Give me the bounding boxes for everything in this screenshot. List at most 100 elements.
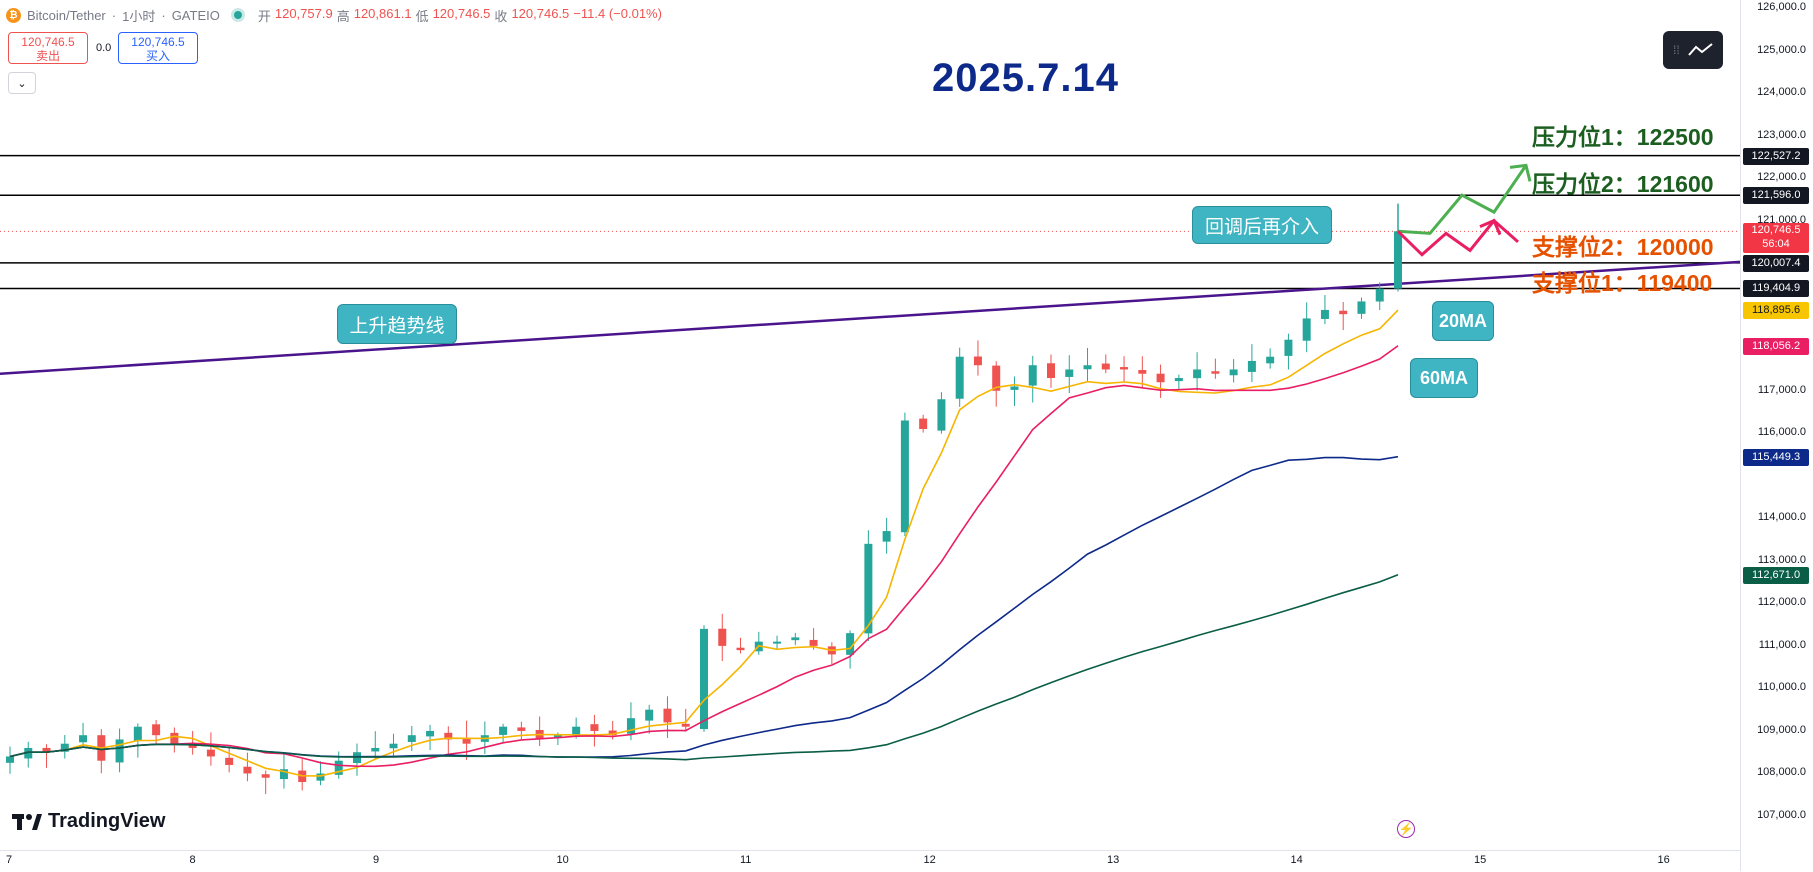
price-tick: 111,000.0 <box>1758 638 1806 651</box>
time-tick: 7 <box>6 854 13 866</box>
price-tick: 126,000.0 <box>1757 1 1806 13</box>
resistance-1-label: 压力位1：122500 <box>1532 124 1714 150</box>
price-tick: 108,000.0 <box>1757 766 1806 779</box>
price-label-value: 112,671.0 <box>1751 568 1801 581</box>
candle <box>572 726 581 735</box>
candle <box>1156 373 1165 383</box>
price-tick: 109,000.0 <box>1757 723 1806 736</box>
time-tick: 12 <box>923 854 936 866</box>
candle <box>1193 369 1202 379</box>
price-tick: 114,000.0 <box>1757 511 1806 524</box>
candle <box>718 628 727 646</box>
candle <box>700 628 708 730</box>
price-label-value: 120,746.5 <box>1751 224 1801 237</box>
candle-countdown: 56:04 <box>1762 238 1790 251</box>
symbol-name[interactable]: Bitcoin/Tether <box>27 7 106 23</box>
candle <box>882 531 891 542</box>
candle <box>608 730 617 736</box>
time-axis[interactable]: 7 8 9 10 11 12 13 14 15 16 <box>0 850 1740 872</box>
candle <box>645 709 654 721</box>
candle <box>900 420 909 533</box>
time-tick: 13 <box>1107 854 1120 866</box>
forecast-up-path <box>1397 164 1528 235</box>
candle <box>1375 288 1384 302</box>
ma60-line <box>9 345 1399 768</box>
ohlc-values: 开 120,757.9 高 120,861.1 低 120,746.5 收 120,74… <box>257 5 662 24</box>
price-tick: 124,000.0 <box>1757 86 1806 99</box>
candle <box>937 399 946 431</box>
forecast-down-path <box>1396 218 1519 257</box>
trendline-callout[interactable]: 上升趋势线 <box>337 304 457 344</box>
collapse-legend-button[interactable]: ⌄ <box>8 72 36 94</box>
price-label: 120,007.4 <box>1743 254 1809 272</box>
price-tick: 110,000.0 <box>1757 681 1806 694</box>
ma20-callout[interactable]: 20MA <box>1432 301 1494 341</box>
candle <box>499 726 508 735</box>
candle <box>426 730 435 737</box>
time-tick: 15 <box>1474 854 1487 866</box>
time-tick: 11 <box>740 854 752 866</box>
candle <box>60 743 69 752</box>
price-tick: 116,000.0 <box>1757 426 1806 439</box>
candle <box>919 418 928 430</box>
candle <box>1120 367 1129 370</box>
candle <box>1211 371 1220 374</box>
time-tick: 8 <box>189 854 196 866</box>
flash-icon[interactable]: ⚡ <box>1397 820 1415 838</box>
candle <box>1083 365 1092 370</box>
price-tick: 107,000.0 <box>1757 809 1806 821</box>
price-label-value: 118,895.6 <box>1751 304 1801 317</box>
date-title: 2025.7.14 <box>932 56 1119 100</box>
ma60-callout[interactable]: 60MA <box>1410 358 1478 398</box>
price-label-value: 120,007.4 <box>1751 256 1801 269</box>
buy-button[interactable]: 120,746.5 买入 <box>118 32 198 64</box>
sell-button[interactable]: 120,746.5 卖出 <box>8 32 88 64</box>
candle <box>1047 363 1055 378</box>
candle <box>1028 365 1037 386</box>
spread-value: 0.0 <box>96 42 112 54</box>
candle <box>188 743 197 748</box>
candle <box>261 774 270 778</box>
reentry-callout[interactable]: 回调后再介入 <box>1192 206 1332 244</box>
time-tick: 10 <box>556 854 569 866</box>
candle <box>170 732 179 744</box>
candle <box>791 637 800 641</box>
price-axis[interactable]: 126,000.0 125,000.0 124,000.0 123,000.0 122,… <box>1740 0 1813 871</box>
chart-canvas[interactable] <box>0 0 1740 850</box>
candle <box>79 735 88 743</box>
candle <box>1229 369 1238 376</box>
price-label-value: 122,527.2 <box>1751 149 1801 162</box>
drawing-toolbar-button[interactable]: ⁞⁞ <box>1663 31 1723 69</box>
price-label-value: 121,596.0 <box>1751 189 1801 202</box>
candle <box>6 756 14 763</box>
candle <box>389 743 398 749</box>
price-label: 112,671.0 <box>1743 566 1809 584</box>
time-tick: 9 <box>373 854 380 866</box>
candle <box>1266 356 1275 364</box>
candle <box>206 749 215 757</box>
candle <box>1138 370 1147 374</box>
candle <box>152 724 161 736</box>
candle <box>992 365 1001 391</box>
price-label: 118,056.2 <box>1743 337 1809 355</box>
candle <box>955 356 964 399</box>
candle <box>773 641 782 644</box>
price-tick: 125,000.0 <box>1757 43 1806 56</box>
candle <box>1247 360 1256 372</box>
time-tick: 14 <box>1290 854 1303 866</box>
interval-label[interactable]: 1小时 <box>122 8 156 24</box>
market-open-icon <box>233 11 242 19</box>
candle <box>1357 301 1366 314</box>
price-label-value: 115,449.3 <box>1751 450 1801 463</box>
tradingview-logo[interactable]: TradingView <box>12 810 165 833</box>
tradingview-logo-icon <box>12 813 42 830</box>
price-label: 119,404.9 <box>1743 280 1809 298</box>
price-tick: 117,000.0 <box>1757 383 1806 396</box>
drag-handle-icon: ⁞⁞ <box>1673 43 1680 57</box>
trend-arrow-icon <box>1687 43 1713 56</box>
candle <box>846 633 855 655</box>
candle <box>809 639 818 646</box>
forecast-down-arrowhead <box>1479 218 1502 236</box>
candle <box>225 757 234 765</box>
price-tick: 123,000.0 <box>1757 128 1806 141</box>
